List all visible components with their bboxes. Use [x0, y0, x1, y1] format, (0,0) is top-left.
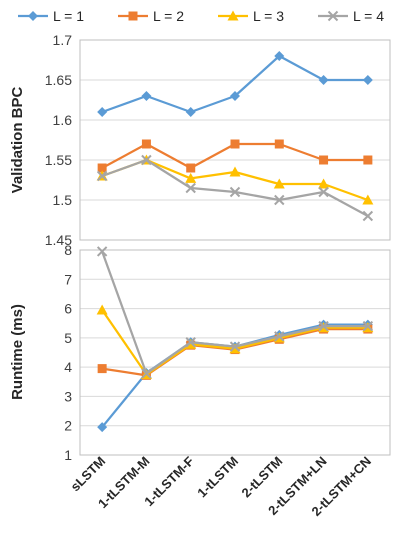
y-tick-label: 1.5 [53, 192, 73, 208]
data-point [318, 178, 330, 189]
bottom-series [96, 246, 374, 433]
legend-label: L = 4 [353, 8, 384, 24]
data-point [229, 166, 241, 177]
legend-item: L = 4 [318, 8, 384, 24]
y-tick-label: 4 [64, 359, 72, 375]
data-point [318, 75, 329, 85]
x-category-label: 1-tLSTM [194, 454, 241, 501]
data-point [274, 331, 285, 342]
y-tick-label: 1.45 [45, 232, 72, 248]
y-tick-label: 5 [64, 330, 72, 346]
data-point [273, 178, 285, 189]
data-point [97, 107, 108, 117]
top-y-axis-label: Validation BPC [9, 86, 26, 193]
y-tick-label: 1.65 [45, 72, 72, 88]
y-tick-label: 3 [64, 388, 72, 404]
legend-item: L = 1 [18, 8, 84, 24]
y-tick-label: 6 [64, 301, 72, 317]
y-tick-label: 1.55 [45, 152, 72, 168]
data-point [229, 186, 241, 198]
top-series [96, 51, 374, 222]
bottom-y-tick-labels: 1 2 3 4 5 6 7 8 [64, 242, 72, 463]
data-point [362, 194, 374, 205]
data-point [318, 186, 329, 198]
y-tick-label: 1.7 [53, 32, 73, 48]
data-point [230, 91, 240, 101]
legend-marker [28, 11, 38, 21]
data-point [185, 107, 196, 117]
y-tick-label: 8 [64, 242, 72, 258]
y-tick-label: 1.6 [53, 112, 73, 128]
legend-marker [327, 10, 339, 22]
data-point [318, 320, 329, 332]
data-point [97, 364, 107, 374]
data-point [229, 341, 241, 352]
data-point [96, 304, 108, 315]
validation-bpc-panel: 1.45 1.5 1.55 1.6 1.65 1.7 Validation BPC [9, 32, 391, 248]
legend-marker [128, 11, 138, 21]
data-point [362, 210, 374, 222]
y-tick-label: 1 [64, 447, 72, 463]
legend-label: L = 3 [253, 8, 284, 24]
top-plot-frame [79, 39, 391, 241]
y-tick-label: 2 [64, 418, 72, 434]
data-point [96, 246, 108, 257]
data-point [274, 139, 284, 149]
series-line [101, 54, 368, 114]
data-point [141, 139, 151, 149]
legend-label: L = 2 [153, 8, 184, 24]
data-point [274, 194, 285, 206]
data-point [97, 163, 107, 173]
data-point [185, 182, 196, 194]
data-point [141, 91, 152, 101]
data-point [362, 75, 373, 85]
data-point [319, 155, 329, 165]
data-point [185, 172, 197, 183]
data-point [362, 320, 374, 332]
data-point [186, 163, 196, 173]
data-point [230, 139, 240, 149]
data-point [96, 170, 108, 182]
series-line [101, 251, 368, 375]
y-tick-label: 7 [64, 271, 72, 287]
data-point [141, 368, 152, 379]
data-point [141, 154, 152, 166]
legend-item: L = 2 [118, 8, 184, 24]
top-y-tick-labels: 1.45 1.5 1.55 1.6 1.65 1.7 [45, 32, 72, 248]
data-point [363, 155, 373, 165]
data-point [97, 422, 108, 433]
legend-label: L = 1 [53, 8, 84, 24]
legend-marker [227, 10, 239, 21]
legend: L = 1 L = 2 L = 3 L = 4 [18, 8, 384, 24]
data-point [274, 51, 285, 61]
legend-item: L = 3 [218, 8, 284, 24]
bottom-y-axis-label: Runtime (ms) [9, 304, 26, 400]
bottom-plot-frame [79, 249, 391, 456]
x-category-labels: sLSTM1-tLSTM-M1-tLSTM-F1-tLSTM2-tLSTM2-t… [68, 453, 374, 519]
data-point [185, 337, 196, 348]
x-category-label: sLSTM [68, 454, 109, 495]
